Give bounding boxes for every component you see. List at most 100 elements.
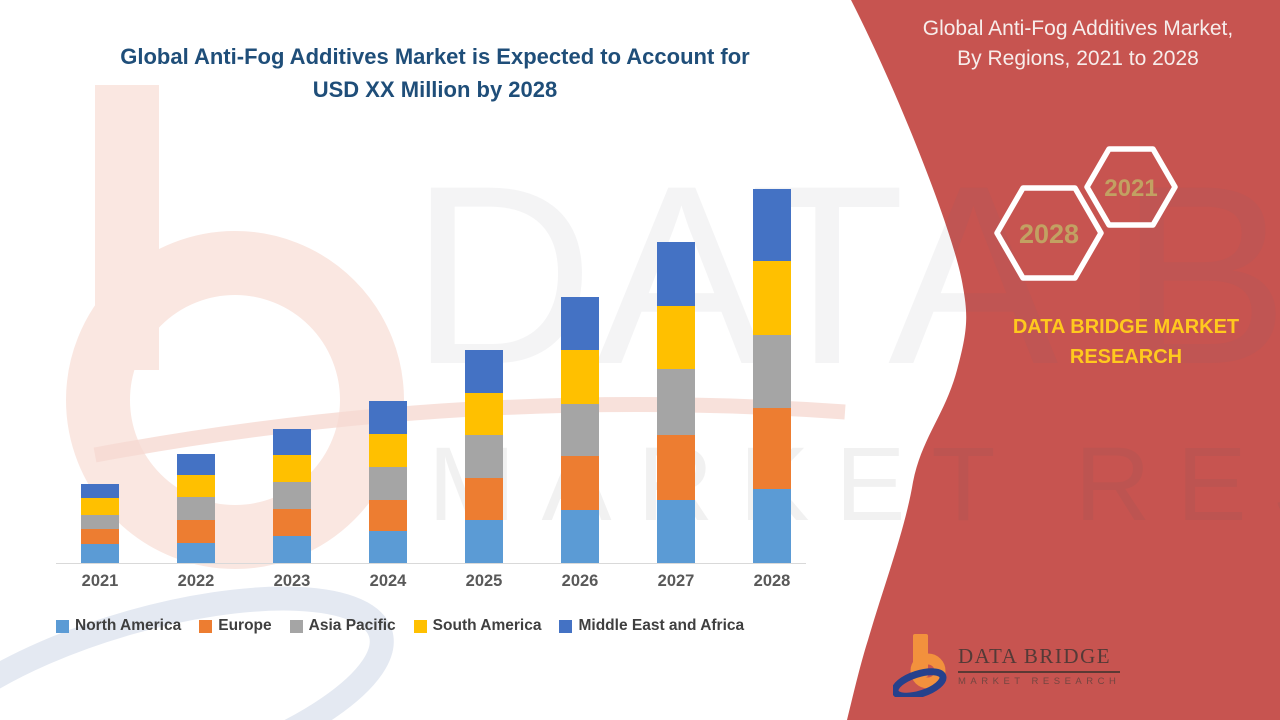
stacked-bar-2023 (273, 429, 311, 563)
stacked-bar-2028 (753, 189, 791, 563)
legend-label: Middle East and Africa (578, 617, 745, 634)
bar-segment-middle-east-and-africa (465, 350, 503, 393)
data-bridge-logo-icon (893, 634, 947, 697)
logo-swoosh (893, 668, 947, 697)
x-axis-label-2023: 2023 (273, 572, 311, 590)
bar-segment-middle-east-and-africa (561, 297, 599, 350)
brand-text-line1: DATA BRIDGE MARKET (1012, 316, 1240, 338)
bar-segment-north-america (753, 489, 791, 563)
bar-segment-middle-east-and-africa (369, 401, 407, 434)
bar-segment-middle-east-and-africa (657, 242, 695, 306)
bar-segment-south-america (273, 455, 311, 482)
bar-segment-middle-east-and-africa (753, 189, 791, 261)
chart-title-line2: USD XX Million by 2028 (312, 77, 558, 102)
x-axis-labels: 2021 2022 2023 2024 2025 2026 2027 2028 (52, 572, 820, 591)
legend-item-asia-pacific: Asia Pacific (289, 617, 396, 635)
bar-segment-south-america (657, 306, 695, 369)
x-axis-label-2024: 2024 (369, 572, 407, 590)
bar-slot (436, 350, 532, 563)
legend-label: Europe (218, 617, 272, 634)
chart-title: Global Anti-Fog Additives Market is Expe… (90, 40, 780, 106)
bar-segment-asia-pacific (81, 515, 119, 529)
bar-segment-europe (465, 478, 503, 520)
stacked-bar-2021 (81, 484, 119, 563)
x-axis-label-2022: 2022 (177, 572, 215, 590)
legend-item-middle-east-and-africa: Middle East and Africa (559, 617, 744, 635)
legend-label: Asia Pacific (308, 617, 396, 634)
bar-segment-europe (657, 435, 695, 500)
bar-slot (532, 297, 628, 563)
bar-segment-north-america (561, 510, 599, 563)
x-axis-label-2021: 2021 (81, 572, 119, 590)
legend-item-europe: Europe (199, 617, 272, 635)
stacked-bar-2022 (177, 454, 215, 563)
hexagon-2028 (994, 185, 1104, 281)
side-panel-title-line2: By Regions, 2021 to 2028 (957, 47, 1199, 71)
bar-segment-north-america (81, 544, 119, 563)
legend-swatch (559, 619, 573, 633)
year-hexagons: 2028 2021 (994, 146, 1178, 281)
hexagon-2021-label: 2021 (1104, 175, 1157, 202)
stacked-bar-2025 (465, 350, 503, 563)
bar-segment-north-america (369, 531, 407, 563)
bar-slot (244, 429, 340, 563)
bar-segment-middle-east-and-africa (273, 429, 311, 455)
x-axis-label-2025: 2025 (465, 572, 503, 590)
bar-slot (148, 454, 244, 563)
legend-swatch (56, 619, 69, 633)
stacked-bar-2027 (657, 242, 695, 563)
footer-logo-brand: DATA BRIDGE (958, 644, 1121, 673)
bar-segment-south-america (369, 434, 407, 467)
legend-label: South America (432, 617, 542, 634)
footer-logo: DATA BRIDGE MARKET RESEARCH (893, 633, 1121, 697)
bar-segment-south-america (177, 475, 215, 497)
stacked-bar-2026 (561, 297, 599, 563)
bar-segment-asia-pacific (369, 467, 407, 500)
legend-item-south-america: South America (413, 617, 542, 635)
bar-segment-asia-pacific (465, 435, 503, 478)
legend-label: North America (75, 617, 182, 634)
legend-swatch (199, 619, 213, 633)
bar-slot (52, 484, 148, 563)
brand-text-line2: RESEARCH (1069, 346, 1183, 368)
bar-segment-asia-pacific (177, 497, 215, 520)
bar-segment-europe (753, 408, 791, 489)
bar-segment-middle-east-and-africa (177, 454, 215, 475)
legend-swatch (289, 619, 303, 633)
bar-segment-south-america (81, 498, 119, 515)
bar-segment-south-america (561, 350, 599, 404)
hexagon-2021 (1084, 146, 1178, 228)
bar-segment-asia-pacific (561, 404, 599, 456)
bar-slot (628, 242, 724, 563)
stacked-bar-2024 (369, 401, 407, 563)
side-panel-title: Global Anti-Fog Additives Market, By Reg… (880, 14, 1276, 75)
watermark-b-bowl (66, 231, 404, 569)
hexagon-2028-label: 2028 (1019, 219, 1079, 249)
watermark-blue-arc (0, 586, 394, 720)
x-axis-label-2027: 2027 (657, 572, 695, 590)
x-axis-line (56, 563, 806, 564)
bar-segment-north-america (273, 536, 311, 563)
footer-logo-subtitle: MARKET RESEARCH (958, 675, 1121, 687)
x-axis-label-2028: 2028 (753, 572, 791, 590)
bar-segment-europe (81, 529, 119, 544)
bar-segment-asia-pacific (753, 335, 791, 408)
footer-logo-text: DATA BRIDGE MARKET RESEARCH (958, 644, 1121, 687)
bar-segment-middle-east-and-africa (81, 484, 119, 498)
bar-segment-south-america (465, 393, 503, 435)
bar-slot (340, 401, 436, 563)
legend-item-north-america: North America (56, 617, 181, 635)
legend-swatch (413, 619, 427, 633)
bar-segment-asia-pacific (657, 369, 695, 435)
bar-segment-north-america (465, 520, 503, 563)
x-axis-label-2026: 2026 (561, 572, 599, 590)
background-logo-watermark (0, 85, 846, 720)
bar-segment-europe (561, 456, 599, 510)
bar-segment-europe (177, 520, 215, 543)
bar-segment-south-america (753, 261, 791, 335)
bar-segment-north-america (177, 543, 215, 563)
bar-segment-europe (369, 500, 407, 531)
chart-title-line1: Global Anti-Fog Additives Market is Expe… (120, 44, 750, 69)
bar-segment-europe (273, 509, 311, 536)
